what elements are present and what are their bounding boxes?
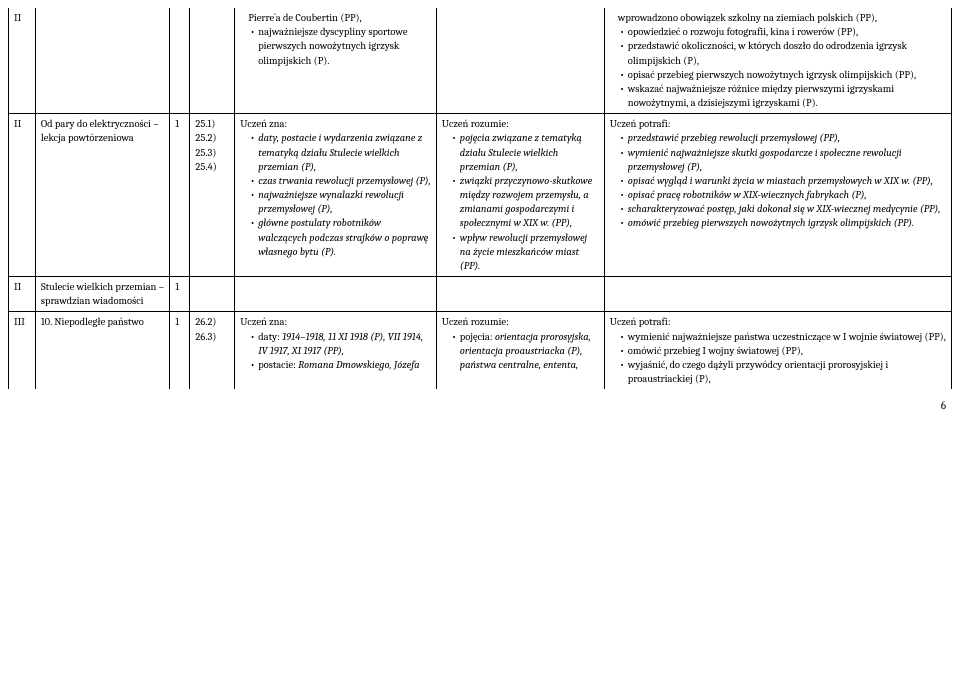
list-item: pojęcia: orientacja prorosyjska, orienta… <box>452 330 599 373</box>
ref-cell <box>190 277 235 312</box>
hours-cell: 1 <box>170 277 190 312</box>
continuation-text: wprowadzono obowiązek szkolny na ziemiac… <box>610 11 946 25</box>
can-cell: Uczeń potrafi: wymienić najważniejsze pa… <box>604 312 951 389</box>
hours-cell: 1 <box>170 312 190 389</box>
level-cell: II <box>9 8 36 114</box>
list-item: wymienić najważniejsze skutki gospodarcz… <box>620 146 946 174</box>
knows-cell: Uczeń zna: daty, postacie i wydarzenia z… <box>235 114 437 277</box>
ref-cell <box>190 8 235 114</box>
understands-cell <box>436 277 604 312</box>
list-item: daty, postacie i wydarzenia związane z t… <box>250 131 431 174</box>
list-item: wymienić najważniejsze państwa uczestnic… <box>620 330 946 344</box>
list-item: wskazać najważniejsze różnice między pie… <box>620 82 946 110</box>
cell-header: Uczeń zna: <box>240 316 287 328</box>
list-item: przedstawić przebieg rewolucji przemysło… <box>620 131 946 145</box>
list-item: wyjaśnić, do czego dążyli przywódcy orie… <box>620 358 946 386</box>
level-cell: II <box>9 114 36 277</box>
list-item: scharakteryzować postęp, jaki dokonał si… <box>620 202 946 216</box>
list-item: najważniejsze wynalazki rewolucji przemy… <box>250 188 431 216</box>
list-item: najważniejsze dyscypliny sportowe pierws… <box>250 25 431 68</box>
list-item: omówić przebieg pierwszych nowożytnych i… <box>620 216 946 230</box>
page-number: 6 <box>8 389 952 412</box>
continuation-text: Pierre`a de Coubertin (PP), <box>240 11 431 25</box>
list-item: opisać wygląd i warunki życia w miastach… <box>620 174 946 188</box>
table-row: III 10. Niepodległe państwo 1 26.2) 26.3… <box>9 312 952 389</box>
list-item: przedstawić okoliczności, w których dosz… <box>620 39 946 67</box>
list-item: opisać przebieg pierwszych nowożytnych i… <box>620 68 946 82</box>
list-item: wpływ rewolucji przemysłowej na życie mi… <box>452 231 599 274</box>
knows-cell <box>235 277 437 312</box>
knows-cell: Pierre`a de Coubertin (PP), najważniejsz… <box>235 8 437 114</box>
topic-cell: Stulecie wielkich przemian – sprawdzian … <box>35 277 169 312</box>
table-row: II Od pary do elektryczności – lekcja po… <box>9 114 952 277</box>
table-row: II Stulecie wielkich przemian – sprawdzi… <box>9 277 952 312</box>
cell-header: Uczeń zna: <box>240 118 287 130</box>
ref-cell: 25.1) 25.2) 25.3) 25.4) <box>190 114 235 277</box>
understands-cell: Uczeń rozumie: pojęcia związane z tematy… <box>436 114 604 277</box>
cell-header: Uczeń rozumie: <box>442 118 509 130</box>
curriculum-table: II Pierre`a de Coubertin (PP), najważnie… <box>8 8 952 389</box>
hours-cell: 1 <box>170 114 190 277</box>
level-cell: III <box>9 312 36 389</box>
can-cell: wprowadzono obowiązek szkolny na ziemiac… <box>604 8 951 114</box>
ref-cell: 26.2) 26.3) <box>190 312 235 389</box>
list-item: główne postulaty robotników walczących p… <box>250 216 431 259</box>
list-item: postacie: Romana Dmowskiego, Józefa <box>250 358 431 372</box>
list-item: omówić przebieg I wojny światowej (PP), <box>620 344 946 358</box>
topic-cell <box>35 8 169 114</box>
topic-cell: 10. Niepodległe państwo <box>35 312 169 389</box>
knows-cell: Uczeń zna: daty: 1914–1918, 11 XI 1918 (… <box>235 312 437 389</box>
understands-cell <box>436 8 604 114</box>
can-cell: Uczeń potrafi: przedstawić przebieg rewo… <box>604 114 951 277</box>
topic-cell: Od pary do elektryczności – lekcja powtó… <box>35 114 169 277</box>
can-cell <box>604 277 951 312</box>
cell-header: Uczeń rozumie: <box>442 316 509 328</box>
list-item: czas trwania rewolucji przemysłowej (P), <box>250 174 431 188</box>
table-row: II Pierre`a de Coubertin (PP), najważnie… <box>9 8 952 114</box>
understands-cell: Uczeń rozumie: pojęcia: orientacja proro… <box>436 312 604 389</box>
list-item: daty: 1914–1918, 11 XI 1918 (P), VII 191… <box>250 330 431 358</box>
cell-header: Uczeń potrafi: <box>610 118 671 130</box>
cell-header: Uczeń potrafi: <box>610 316 671 328</box>
list-item: pojęcia związane z tematyką działu Stule… <box>452 131 599 174</box>
list-item: opowiedzieć o rozwoju fotografii, kina i… <box>620 25 946 39</box>
hours-cell <box>170 8 190 114</box>
list-item: opisać pracę robotników w XIX-wiecznych … <box>620 188 946 202</box>
level-cell: II <box>9 277 36 312</box>
list-item: związki przyczynowo-skutkowe między rozw… <box>452 174 599 231</box>
